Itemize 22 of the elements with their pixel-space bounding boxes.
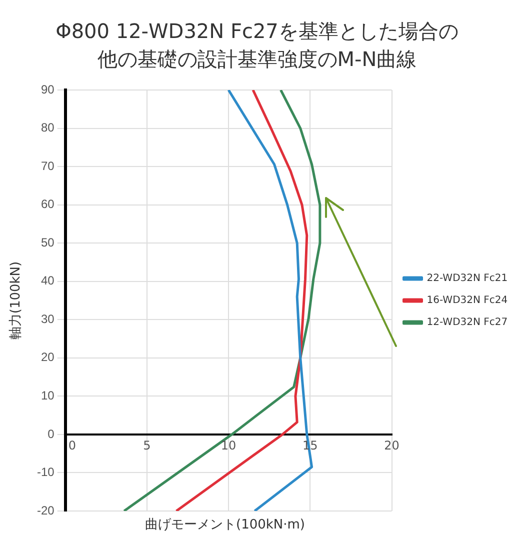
y-axis-title: 軸力(100kN) <box>8 261 24 340</box>
legend-label: 22-WD32N Fc21 <box>426 273 508 284</box>
legend-label: 16-WD32N Fc24 <box>426 295 508 306</box>
y-tick-label: -20 <box>37 503 55 518</box>
x-axis-title: 曲げモーメント(100kN·m) <box>144 517 306 532</box>
x-tick-label: 20 <box>384 438 400 453</box>
x-tick-label: 5 <box>143 438 151 453</box>
y-tick-label: 90 <box>40 82 55 96</box>
y-tick-label: 60 <box>40 197 55 212</box>
x-tick-label: 0 <box>68 438 76 453</box>
legend-label: 12-WD32N Fc27 <box>426 317 508 328</box>
y-tick-label: -10 <box>37 465 55 480</box>
y-tick-label: 20 <box>40 350 55 364</box>
y-tick-label: 80 <box>40 120 55 135</box>
y-tick-label: 40 <box>40 274 55 288</box>
y-tick-label: 70 <box>40 158 55 173</box>
y-tick-label: 30 <box>40 312 55 326</box>
x-tick-label: 10 <box>220 438 236 453</box>
y-tick-label: 50 <box>40 235 55 250</box>
y-tick-label: 10 <box>40 388 55 402</box>
y-tick-label: 0 <box>48 426 55 441</box>
chart-title: Φ800 12-WD32N Fc27を基準とした場合の他の基礎の設計基準強度のM-N曲線 <box>56 19 458 72</box>
